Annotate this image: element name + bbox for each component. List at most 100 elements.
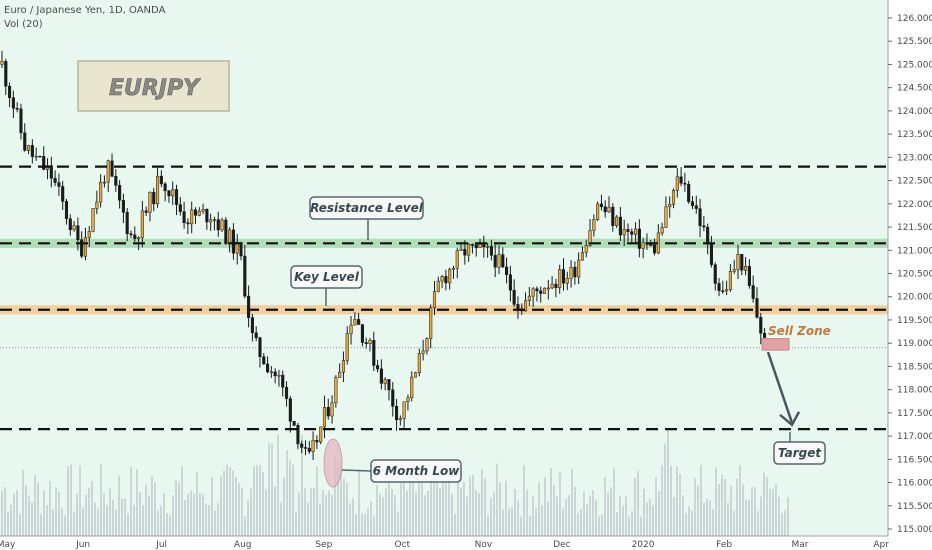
- candle-body: [34, 155, 38, 158]
- candle-body: [455, 250, 459, 269]
- candle-body: [281, 374, 285, 388]
- resistance-label[interactable]: Resistance Level: [309, 196, 424, 240]
- candle-body: [243, 255, 247, 297]
- candle-body: [228, 229, 232, 245]
- candle-body: [8, 85, 12, 99]
- candle-body: [383, 379, 387, 384]
- candle-body: [721, 290, 725, 292]
- candle-body: [357, 319, 361, 325]
- candle-body: [546, 287, 550, 290]
- candle-body: [368, 340, 372, 344]
- six-month-low-label-text: 6 Month Low: [373, 464, 461, 478]
- candle-body: [467, 244, 471, 256]
- candle-body: [687, 184, 691, 202]
- candle-body: [615, 216, 619, 226]
- candle-body: [148, 191, 152, 213]
- candle-body: [478, 244, 482, 249]
- y-tick-label: 122.500: [897, 177, 932, 187]
- candle-body: [30, 145, 34, 157]
- candle-body: [671, 190, 676, 205]
- x-tick-label: Jun: [75, 540, 90, 550]
- candle-body: [224, 219, 228, 245]
- candle-body: [345, 333, 349, 361]
- candle-body: [664, 206, 668, 228]
- candle-body: [622, 229, 626, 236]
- candle-body: [527, 295, 531, 301]
- eurjpy-logo: EURJPY: [109, 76, 201, 101]
- candle-body: [470, 244, 474, 246]
- candle-body: [322, 406, 327, 428]
- y-tick-label: 117.000: [897, 432, 932, 442]
- candle-body: [391, 389, 395, 407]
- y-tick-label: 119.000: [897, 339, 932, 349]
- candle-body: [432, 291, 437, 309]
- candle-body: [740, 254, 744, 271]
- six-month-low-label[interactable]: 6 Month Low: [341, 459, 462, 483]
- candle-body: [167, 190, 171, 197]
- candle-body: [125, 212, 129, 234]
- y-tick-label: 117.500: [897, 409, 932, 419]
- key-level-label[interactable]: Key Level: [290, 265, 363, 306]
- candle-body: [140, 210, 144, 238]
- candle-body: [482, 244, 486, 248]
- candle-body: [80, 239, 84, 257]
- candle-body: [159, 175, 163, 185]
- candle-body: [751, 285, 755, 299]
- candle-body: [395, 406, 399, 421]
- candle-body: [736, 254, 740, 270]
- candle-body: [516, 304, 520, 310]
- candle-body: [220, 219, 224, 231]
- candle-body: [387, 379, 391, 391]
- candle-body: [247, 295, 251, 318]
- time-axis-panel: [0, 536, 888, 550]
- candle-body: [728, 271, 732, 290]
- candle-body: [118, 185, 122, 201]
- candle-body: [64, 201, 69, 220]
- candle-body: [675, 176, 679, 191]
- candle-body: [360, 324, 364, 343]
- candle-body: [349, 324, 353, 335]
- eurjpy-logo-plate: [77, 60, 230, 112]
- y-tick-label: 123.500: [897, 130, 932, 140]
- six-month-low-highlight: [323, 438, 343, 488]
- candle-body: [444, 276, 448, 284]
- target-label[interactable]: Target: [773, 432, 826, 465]
- candle-body: [11, 97, 15, 109]
- symbol-title: Euro / Japanese Yen, 1D, OANDA: [4, 5, 166, 16]
- candle-body: [713, 264, 717, 284]
- y-tick-label: 120.000: [897, 293, 932, 303]
- candle-body: [341, 360, 345, 373]
- candle-body: [0, 61, 4, 65]
- candle-body: [42, 156, 46, 170]
- candle-body: [413, 372, 418, 378]
- candle-body: [421, 350, 425, 354]
- candle-body: [121, 199, 125, 213]
- candle-body: [133, 234, 137, 240]
- candle-body: [448, 268, 452, 284]
- candle-body: [440, 276, 444, 282]
- candle-body: [262, 356, 266, 365]
- candle-body: [4, 61, 8, 87]
- candle-body: [626, 229, 630, 232]
- candle-body: [550, 283, 554, 289]
- candle-body: [231, 229, 235, 254]
- candle-body: [38, 155, 42, 158]
- candle-body: [129, 233, 133, 236]
- x-tick-label: Dec: [553, 540, 570, 550]
- candle-body: [61, 186, 65, 202]
- price-axis-panel: [888, 0, 932, 550]
- candle-body: [542, 287, 547, 294]
- candle-body: [152, 191, 156, 205]
- candle-body: [603, 206, 607, 213]
- candle-body: [694, 205, 698, 209]
- target-arrow: [766, 351, 794, 424]
- sell-zone-label: Sell Zone: [768, 324, 831, 338]
- candle-body: [102, 181, 106, 184]
- candle-body: [634, 228, 638, 235]
- y-tick-label: 115.000: [897, 525, 932, 535]
- candle-body: [558, 269, 562, 289]
- target-label-text: Target: [778, 446, 823, 460]
- y-tick-label: 122.000: [897, 200, 932, 210]
